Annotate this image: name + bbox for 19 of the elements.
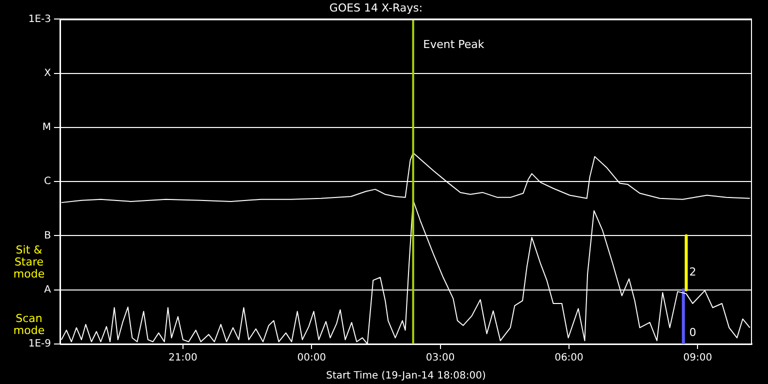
- annotation: 0: [689, 326, 696, 339]
- y-tick-label: 1E-9: [28, 338, 51, 350]
- x-tick-label: 06:00: [554, 352, 584, 364]
- x-tick-label: 09:00: [683, 352, 712, 364]
- y-tick-label: A: [44, 284, 52, 296]
- y-tick-label: M: [42, 122, 51, 134]
- y-tick-label: C: [44, 176, 52, 188]
- ref-line-label: Event Peak: [423, 38, 485, 52]
- y-tick-label: 1E-3: [28, 14, 51, 25]
- annotation: 2: [689, 265, 696, 278]
- x-tick-label: 21:00: [168, 352, 198, 364]
- text: Scan mode: [13, 312, 45, 337]
- x-tick-label: 03:00: [426, 352, 455, 364]
- x-tick-label: 00:00: [297, 352, 326, 364]
- text: Sit & Stare mode: [13, 244, 45, 281]
- x-axis-title: Start Time (19-Jan-14 18:08:00): [326, 370, 486, 382]
- chart-title: GOES 14 X-Rays:: [329, 1, 423, 14]
- y-tick-label: B: [44, 230, 52, 242]
- y-tick-label: X: [44, 68, 52, 79]
